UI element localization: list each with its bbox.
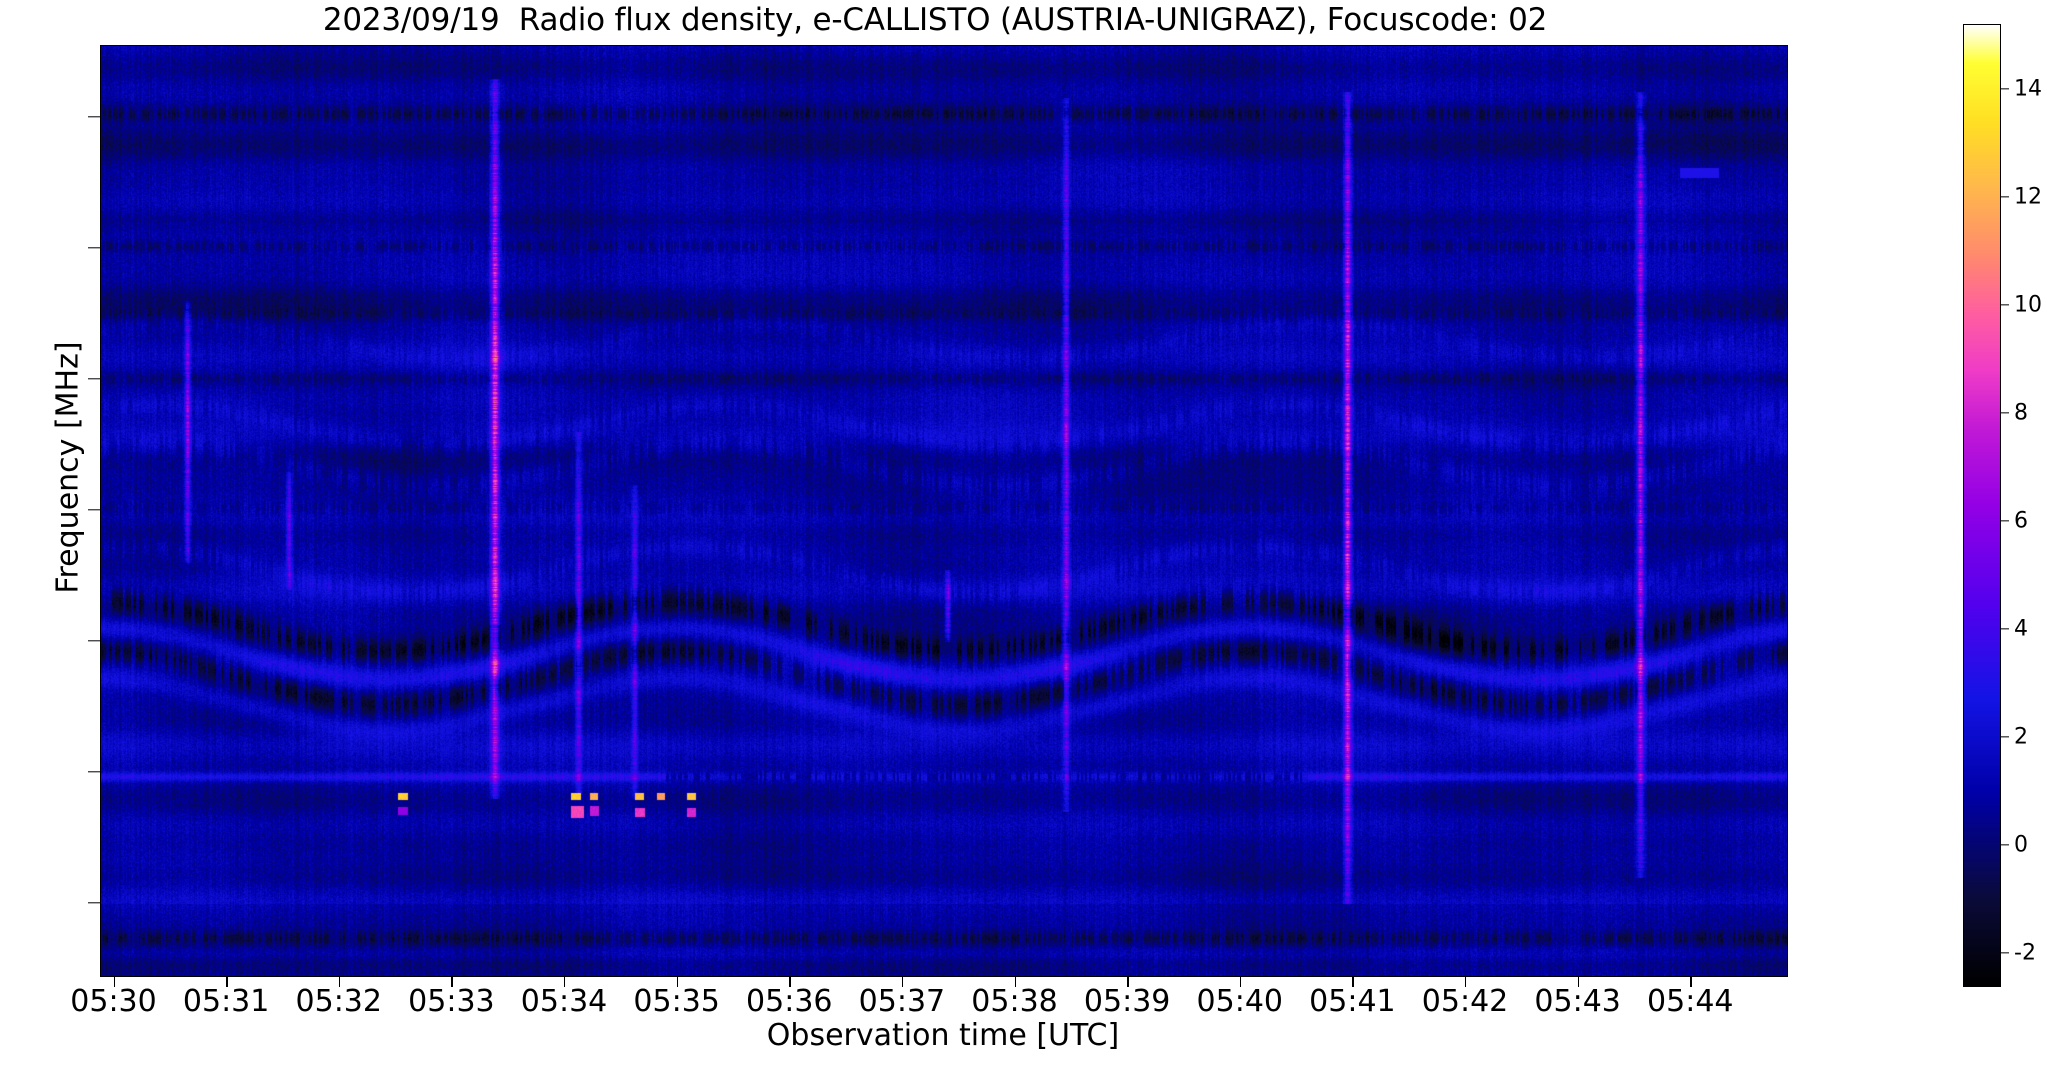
colorbar-tick-mark: [2000, 304, 2009, 306]
x-axis-tick-mark: [789, 976, 791, 987]
x-axis-tick-label: 05:34: [520, 984, 608, 1019]
x-axis-tick-label: 05:31: [182, 984, 270, 1019]
y-axis-tick-mark: [88, 902, 100, 904]
x-axis-tick-mark: [1465, 976, 1467, 987]
x-axis-tick-label: 05:41: [1309, 984, 1396, 1019]
x-axis-tick-mark: [1577, 976, 1580, 987]
colorbar-tick-label: 0: [2014, 832, 2028, 858]
y-axis-tick-mark: [88, 247, 100, 249]
colorbar-tick-label: 4: [2014, 616, 2028, 642]
x-axis-tick-label: 05:33: [408, 984, 495, 1019]
x-axis-tick-label: 05:37: [858, 984, 946, 1019]
colorbar-tick-mark: [2000, 520, 2009, 522]
colorbar-tick-mark: [2000, 843, 2009, 846]
x-axis-tick-label: 05:35: [633, 984, 720, 1019]
colorbar-tick-mark: [2000, 951, 2009, 954]
colorbar-tick-label: 12: [2014, 184, 2042, 210]
x-axis-tick-label: 05:40: [1196, 984, 1283, 1019]
x-axis-tick-label: 05:38: [971, 984, 1058, 1019]
x-axis-tick-label: 05:39: [1083, 984, 1171, 1019]
colorbar-tick-label: 8: [2014, 400, 2028, 426]
x-axis-tick-mark: [901, 976, 904, 987]
x-axis-tick-label: 05:42: [1421, 984, 1509, 1019]
colorbar-tick-label: 10: [2014, 292, 2042, 318]
x-axis-tick-label: 05:44: [1647, 984, 1734, 1019]
y-axis-tick-mark: [88, 378, 100, 380]
y-axis-label: Frequency [MHz]: [50, 341, 86, 594]
colorbar-tick-label: 6: [2014, 508, 2028, 534]
x-axis-tick-mark: [1014, 976, 1016, 987]
x-axis-tick-label: 05:36: [746, 984, 833, 1019]
x-axis-label: Observation time [UTC]: [766, 1018, 1120, 1053]
x-axis-tick-mark: [1352, 976, 1354, 987]
spectrogram-image[interactable]: [101, 46, 1787, 976]
x-axis-tick-mark: [338, 976, 341, 987]
x-axis-tick-mark: [564, 976, 566, 987]
colorbar-tick-mark: [2000, 628, 2009, 630]
colorbar-tick-label: 14: [2014, 76, 2042, 102]
colorbar[interactable]: [1963, 24, 2001, 987]
x-axis-tick-mark: [1239, 976, 1242, 987]
x-axis-tick-mark: [1690, 976, 1692, 987]
colorbar-tick-mark: [2000, 196, 2009, 198]
x-axis-tick-label: 05:43: [1534, 984, 1621, 1019]
colorbar-tick-label: -2: [2014, 940, 2036, 966]
x-axis-tick-mark: [113, 976, 115, 987]
y-axis-tick-mark: [88, 116, 100, 118]
x-axis-tick-mark: [451, 976, 453, 987]
colorbar-tick-mark: [2000, 735, 2009, 738]
colorbar-gradient: [1964, 25, 2000, 986]
x-axis-tick-mark: [1127, 976, 1129, 987]
figure-title: 2023/09/19 Radio flux density, e-CALLIST…: [322, 2, 1548, 38]
spectrogram-plot-area[interactable]: [100, 45, 1788, 977]
x-axis-tick-mark: [676, 976, 679, 987]
y-axis-tick-mark: [88, 509, 100, 511]
colorbar-tick-label: 2: [2014, 724, 2028, 750]
x-axis-tick-label: 05:30: [70, 984, 157, 1019]
y-axis-tick-mark: [88, 771, 100, 773]
x-axis-tick-label: 05:32: [295, 984, 382, 1019]
x-axis-tick-mark: [226, 976, 228, 987]
colorbar-tick-mark: [2000, 88, 2009, 90]
y-axis-tick-mark: [88, 640, 100, 642]
colorbar-tick-mark: [2000, 412, 2009, 414]
